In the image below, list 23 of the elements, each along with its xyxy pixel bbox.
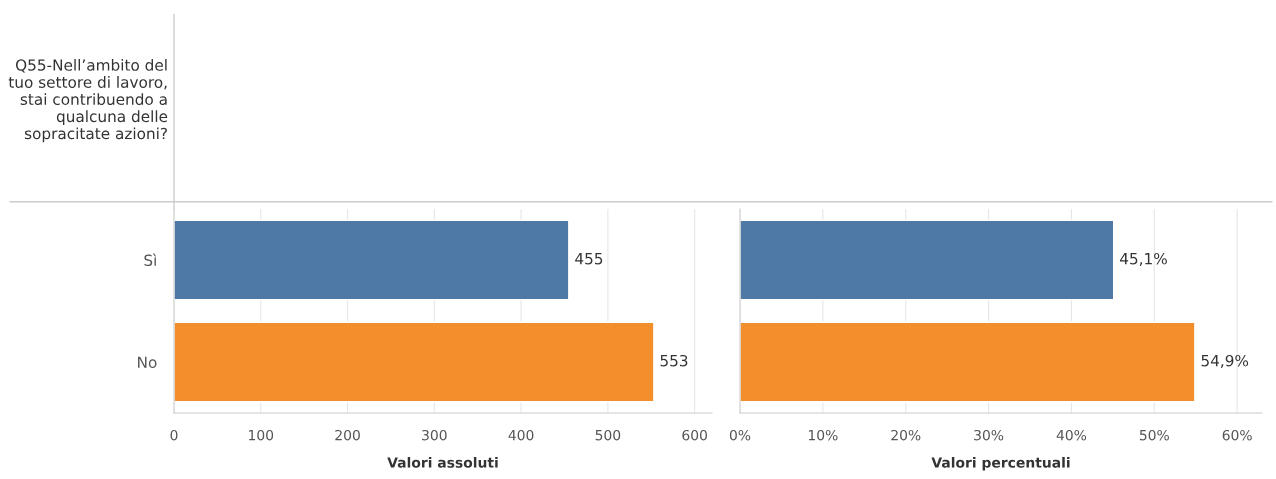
x-tick-label: 600 xyxy=(682,429,707,441)
data-label: 45,1% xyxy=(1119,252,1167,266)
x-tick-label: 10% xyxy=(808,429,838,441)
x-tick-label: 500 xyxy=(595,429,621,441)
y-tick-label: No xyxy=(138,356,157,369)
y-axis-title: Q55-Nell’ambito del tuo settore di lavoro, stai contribuendo a qualcuna delle sopracitate azioni? xyxy=(8,58,168,143)
x-tick-label: 0 xyxy=(170,429,178,441)
x-axis-title: Valori percentuali xyxy=(931,457,1070,471)
data-label: 54,9% xyxy=(1201,354,1249,368)
x-axis-title: Valori assoluti xyxy=(387,457,498,468)
x-tick-label: 30% xyxy=(974,429,1004,441)
x-tick-label: 400 xyxy=(508,429,534,441)
x-tick-label: 50% xyxy=(1139,429,1169,441)
data-label: 553 xyxy=(660,354,688,367)
x-tick-label: 40% xyxy=(1056,429,1087,441)
x-tick-label: 200 xyxy=(335,429,360,441)
data-label: 455 xyxy=(575,253,603,265)
y-tick-label: Sì xyxy=(144,253,157,267)
x-tick-label: 60% xyxy=(1222,429,1252,441)
x-tick-label: 300 xyxy=(422,429,447,441)
x-tick-label: 100 xyxy=(249,429,274,441)
x-tick-label: 20% xyxy=(891,429,921,441)
x-tick-label: 0% xyxy=(729,429,751,441)
